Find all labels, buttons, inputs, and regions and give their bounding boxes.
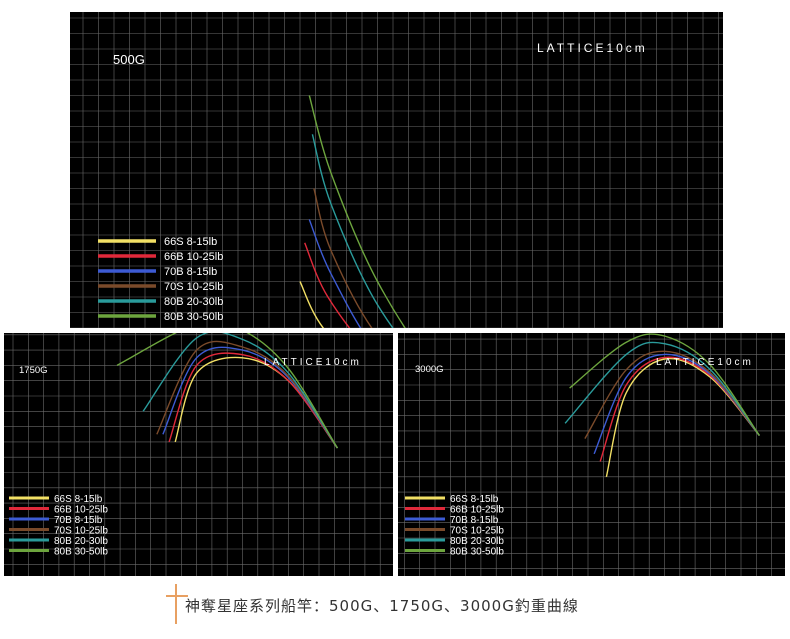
legend-label: 80B 20-30lb — [164, 296, 223, 308]
legend-label: 66S 8-15lb — [164, 236, 217, 248]
chart-panel-3000g: 3000G LATTICE10cm 66S 8-15lb 66B 10-25lb 70B… — [398, 333, 785, 576]
legend-label: 66B 10-25lb — [164, 251, 223, 263]
caption-accent-vertical — [175, 584, 177, 624]
legend-label: 80B 20-30lb — [54, 536, 108, 547]
curve-80b-30-50lb — [308, 95, 406, 328]
chart-svg: 500G LATTICE10cm 66S 8-15lb 66B 10-25lb 70B … — [70, 12, 723, 328]
chart-title: 3000G — [415, 364, 444, 375]
legend-label: 66B 10-25lb — [54, 504, 108, 515]
curve-80b-20-30lb — [311, 134, 394, 328]
lattice-annotation: LATTICE10cm — [264, 357, 362, 368]
chart-title: 500G — [113, 52, 145, 67]
curve-80b-30-50lb — [569, 333, 760, 436]
legend-label: 66S 8-15lb — [450, 494, 499, 505]
chart-panel-500g: 500G LATTICE10cm 66S 8-15lb 66B 10-25lb 70B … — [70, 12, 723, 328]
curve-70b-8-15lb — [308, 219, 362, 328]
curve-80b-30-50lb — [116, 333, 338, 449]
legend-label: 70B 8-15lb — [450, 515, 499, 526]
curve-66s-8-15lb — [174, 356, 338, 449]
grid-lines — [4, 333, 393, 576]
legend-label: 80B 30-50lb — [54, 546, 108, 557]
legend-label: 70B 8-15lb — [164, 266, 217, 278]
curve-80b-20-30lb — [142, 333, 338, 449]
caption-text: 神奪星座系列船竿：500G、1750G、3000G釣重曲線 — [185, 597, 579, 615]
grid-lines — [398, 333, 785, 576]
curve-66s-8-15lb — [605, 357, 760, 477]
caption-accent-horizontal — [166, 595, 188, 597]
curve-66b-10-25lb — [168, 352, 338, 449]
legend-label: 70S 10-25lb — [54, 525, 108, 536]
chart-panel-1750g: 1750G LATTICE10cm 66S 8-15lb 66B 10-25lb 70B… — [4, 333, 393, 576]
legend-label: 66S 8-15lb — [54, 494, 103, 505]
legend-label: 66B 10-25lb — [450, 504, 504, 515]
curve-70s-10-25lb — [584, 350, 760, 439]
curve-70s-10-25lb — [313, 188, 373, 328]
curve-66b-10-25lb — [304, 242, 351, 328]
legend: 66S 8-15lb 66B 10-25lb 70B 8-15lb 70S 10-25… — [98, 236, 223, 323]
legend-label: 70S 10-25lb — [450, 525, 504, 536]
lattice-annotation: LATTICE10cm — [656, 357, 754, 368]
legend-label: 70B 8-15lb — [54, 515, 103, 526]
legend-label: 70S 10-25lb — [164, 281, 223, 293]
legend-label: 80B 20-30lb — [450, 536, 504, 547]
curve-66s-8-15lb — [299, 281, 325, 328]
curve-70s-10-25lb — [156, 340, 338, 449]
curve-80b-20-30lb — [564, 341, 760, 436]
caption: 神奪星座系列船竿：500G、1750G、3000G釣重曲線 — [166, 584, 726, 624]
chart-title: 1750G — [19, 365, 48, 376]
legend-label: 80B 30-50lb — [164, 311, 223, 323]
lattice-annotation: LATTICE10cm — [537, 41, 648, 55]
grid-lines — [70, 12, 723, 328]
legend-label: 80B 30-50lb — [450, 546, 504, 557]
